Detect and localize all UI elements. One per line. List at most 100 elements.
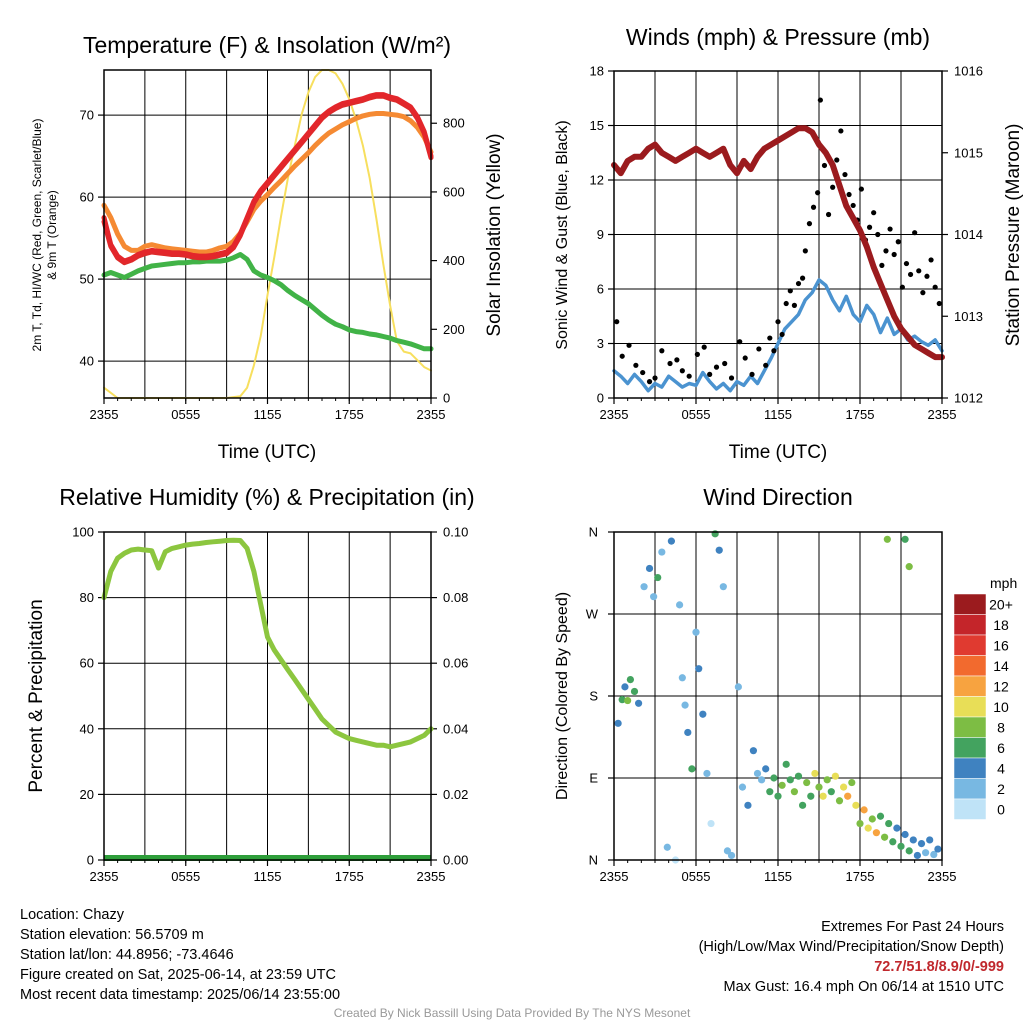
chart-title: Temperature (F) & Insolation (W/m²)	[83, 32, 451, 58]
direction-point	[881, 833, 889, 841]
direction-point	[707, 819, 715, 828]
y2-tick-label: 1012	[954, 391, 983, 406]
x-tick-label: 2355	[928, 407, 957, 422]
created-text: Figure created on Sat, 2025-06-14, at 23…	[20, 967, 336, 983]
direction-point	[667, 537, 676, 545]
gust-point	[722, 360, 728, 367]
x-tick-label: 2355	[90, 407, 119, 422]
direction-point	[762, 765, 770, 773]
x-tick-label: 1755	[846, 407, 875, 422]
y-tick-label: 50	[80, 272, 94, 287]
gust-point	[891, 251, 897, 258]
direction-point	[630, 687, 639, 696]
y2-tick-label: 400	[443, 253, 465, 268]
direction-point	[835, 797, 844, 805]
direction-point	[738, 783, 747, 791]
x-tick-label: 1155	[254, 869, 282, 884]
gust-point	[899, 284, 905, 290]
y-tick-label: 40	[80, 354, 94, 369]
gust-point	[842, 171, 848, 178]
wind-speed-line	[612, 278, 944, 393]
gust-point	[633, 362, 639, 368]
legend-swatch	[953, 757, 987, 779]
legend-swatch	[953, 634, 987, 656]
direction-point	[692, 628, 700, 636]
direction-point	[770, 774, 778, 782]
legend-label: 14	[993, 658, 1009, 674]
y-axis-label-line2: & 9m T (Orange)	[45, 190, 59, 280]
direction-point	[811, 769, 819, 778]
gust-point	[879, 262, 885, 268]
chart-title: Wind Direction	[703, 484, 853, 510]
direction-point	[905, 847, 913, 855]
legend-label: 6	[997, 740, 1005, 756]
gust-point	[694, 351, 700, 357]
direction-point	[621, 683, 629, 691]
y-tick-label: 20	[80, 787, 94, 802]
legend-swatch	[953, 593, 987, 615]
x-tick-label: 0555	[682, 869, 711, 884]
y-tick-label: 0	[87, 853, 94, 868]
x-tick-label: 0555	[171, 869, 200, 884]
y-tick-label: 70	[80, 108, 94, 123]
direction-point	[827, 788, 835, 796]
direction-point	[678, 674, 686, 682]
humidity-panel: Relative Humidity (%) & Precipitation (i…	[26, 484, 475, 884]
station-info: Location: Chazy Station elevation: 56.57…	[20, 905, 340, 1005]
gust-point	[791, 302, 798, 308]
direction-point	[883, 535, 891, 543]
direction-point	[727, 851, 736, 860]
y2-tick-label: 1013	[954, 309, 983, 324]
direction-point	[889, 838, 897, 846]
y-tick-label: E	[589, 771, 598, 786]
temperature-panel: Temperature (F) & Insolation (W/m²) Time…	[30, 32, 505, 463]
direction-point	[778, 781, 786, 789]
gust-point	[924, 273, 930, 279]
y-tick-label: N	[589, 853, 598, 868]
gust-point	[795, 280, 802, 287]
y-tick-label: 3	[597, 336, 604, 351]
y-tick-label: W	[586, 607, 599, 622]
x-tick-label: 2355	[928, 869, 957, 884]
gust-point	[875, 231, 881, 238]
direction-point	[676, 601, 684, 609]
y2-axis-label: Solar Insolation (Yellow)	[484, 133, 505, 336]
gust-point	[834, 157, 840, 163]
wind-direction-panel: Wind Direction Direction (Colored By Spe…	[554, 484, 1017, 884]
legend-swatch	[953, 675, 987, 697]
max-gust-text: Max Gust: 16.4 mph On 06/14 at 1510 UTC	[723, 979, 1004, 995]
direction-point	[744, 801, 752, 809]
direction-point	[803, 778, 811, 787]
direction-point	[626, 676, 635, 684]
y-axis-label: Direction (Colored By Speed)	[554, 592, 571, 800]
gust-point	[871, 210, 877, 216]
direction-point	[782, 760, 790, 768]
y-tick-label: 100	[72, 525, 94, 540]
gust-point	[928, 257, 934, 263]
y-tick-label: S	[589, 689, 598, 704]
direction-point	[926, 836, 934, 844]
elevation-text: Station elevation: 56.5709 m	[20, 927, 204, 943]
pressure-line	[611, 125, 945, 361]
latlon-text: Station lat/lon: 44.8956; -73.4646	[20, 947, 234, 963]
y-tick-label: 15	[590, 118, 604, 133]
y-tick-label: N	[589, 525, 598, 540]
gust-point	[686, 373, 692, 379]
direction-point	[823, 776, 831, 784]
gust-point	[701, 344, 707, 350]
direction-point	[856, 819, 864, 828]
x-axis-label: Time (UTC)	[218, 442, 317, 463]
direction-point	[766, 788, 774, 796]
y-tick-label: 12	[590, 173, 604, 188]
direction-point	[790, 788, 799, 796]
gust-point	[652, 375, 658, 381]
legend-label: 2	[997, 781, 1005, 797]
legend-swatch	[953, 798, 987, 820]
gust-point	[646, 379, 653, 385]
y-axis-label: Sonic Wind & Gust (Blue, Black)	[554, 120, 571, 349]
y-tick-label: 40	[80, 721, 94, 736]
legend-label: 8	[997, 719, 1005, 735]
gust-point	[830, 184, 836, 190]
y-tick-label: 0	[597, 391, 604, 406]
direction-point	[695, 665, 703, 673]
